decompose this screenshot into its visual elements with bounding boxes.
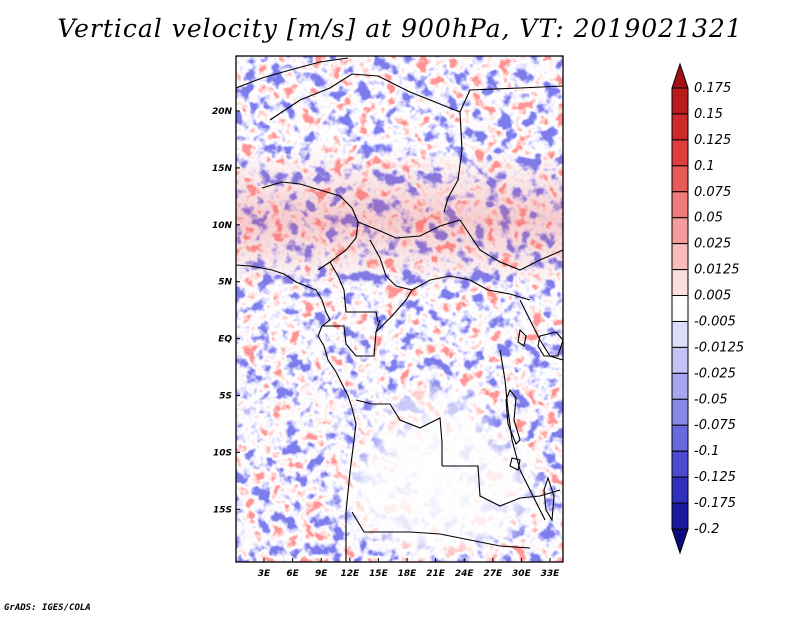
libya-chad-border: [236, 57, 349, 89]
colorbar-swatch: [671, 295, 689, 322]
nigeria-border: [261, 181, 359, 271]
longitude-label: 24E: [455, 569, 475, 579]
calm-region-center: [360, 380, 500, 460]
colorbar-swatch: [671, 269, 689, 297]
colorbar-swatch: [671, 476, 689, 504]
colorbar-swatch: [671, 320, 689, 348]
colorbar-label: 0.175: [694, 81, 731, 96]
longitude-label: 27E: [483, 569, 503, 579]
lake-victoria: [537, 331, 563, 357]
rift-border: [499, 349, 546, 521]
colorbar-swatch: [671, 502, 689, 530]
longitude-label: 12E: [340, 569, 360, 579]
colorbar-swatch: [671, 87, 689, 115]
colorbar-label: -0.175: [694, 496, 736, 511]
lake-albert: [517, 328, 527, 347]
map-axes: [235, 55, 564, 563]
latitude-labels: 20N 15N 10N 5N EQ 5S 10S 15S: [212, 107, 233, 515]
latitude-ticks: [236, 110, 240, 510]
grads-credit: GrADS: IGES/COLA: [4, 603, 91, 613]
chad-east-border: [377, 75, 463, 213]
colorbar-label: -0.075: [694, 418, 736, 433]
drc-west-border: [355, 399, 443, 466]
chart-title: Vertical velocity [m/s] at 900hPa, VT: 2…: [57, 14, 743, 43]
colorbar-label: -0.2: [694, 522, 719, 537]
colorbar-swatch: [671, 346, 689, 374]
colorbar-swatch: [671, 191, 689, 219]
colorbar-top-arrow: [671, 62, 689, 89]
colorbar-swatch: [671, 165, 689, 193]
colorbar-label: 0.0125: [694, 263, 740, 278]
coastline: [236, 264, 357, 562]
country-borders: [236, 57, 563, 562]
congo-border: [375, 289, 413, 333]
colorbar-label: 0.005: [694, 289, 731, 304]
latitude-label: 15N: [212, 164, 233, 174]
colorbar-label: -0.125: [694, 470, 736, 485]
niger-border: [269, 73, 379, 121]
colorbar-swatch: [671, 424, 689, 452]
longitude-label: 18E: [398, 569, 418, 579]
latitude-label: 20N: [212, 107, 233, 117]
longitude-label: 3E: [258, 569, 271, 579]
calm-region-south: [330, 415, 550, 562]
map-plot-area: 20N 15N 10N 5N EQ 5S 10S 15S 3E 6E 9E 12E 15E 18E 21E…: [212, 55, 564, 579]
longitude-labels: 3E 6E 9E 12E 15E 18E 21E 24E 27E 30E 33E: [258, 569, 560, 579]
colorbar-swatch: [671, 113, 689, 141]
colorbar-swatch: [671, 243, 689, 271]
longitude-label: 21E: [426, 569, 446, 579]
colorbar-label: -0.05: [694, 392, 728, 407]
colorbar-label: -0.025: [694, 366, 736, 381]
latitude-label: 5S: [219, 392, 232, 402]
longitude-ticks: [263, 558, 551, 562]
colorbar-label: 0.075: [694, 185, 731, 200]
colorbar-swatch: [671, 398, 689, 426]
colorbar-label: -0.0125: [694, 340, 744, 355]
latitude-label: 15S: [213, 505, 232, 515]
colorbar-swatch: [671, 217, 689, 245]
lake-mweru: [509, 457, 521, 471]
zambia-border: [351, 511, 531, 549]
colorbar-label: 0.15: [694, 107, 723, 122]
latitude-label: 10S: [213, 448, 232, 458]
uganda-border: [519, 299, 563, 361]
chad-south-border: [357, 219, 461, 239]
colorbar-label: 0.025: [694, 237, 731, 252]
south-sudan-border: [459, 219, 563, 271]
colorbar-bottom-arrow: [671, 528, 689, 555]
colorbar-label: 0.05: [694, 211, 723, 226]
latitude-label: 10N: [212, 221, 233, 231]
colorbar-swatch: [671, 372, 689, 400]
colorbar: 0.175 0.15 0.125 0.1 0.075 0.05 0.025 0.0125 0.0…: [671, 62, 744, 555]
longitude-label: 33E: [541, 569, 561, 579]
sudan-border: [459, 85, 563, 113]
colorbar-swatch: [671, 139, 689, 167]
lake-malawi: [543, 476, 555, 522]
longitude-label: 9E: [315, 569, 328, 579]
latitude-label: EQ: [218, 335, 232, 345]
longitude-label: 15E: [369, 569, 389, 579]
colorbar-label: -0.005: [694, 314, 736, 329]
colorbar-swatch: [671, 450, 689, 478]
warm-band-overlay: [236, 150, 563, 290]
colorbar-label: 0.125: [694, 133, 731, 148]
latitude-label: 5N: [218, 278, 232, 288]
colorbar-label: 0.1: [694, 159, 715, 174]
car-border: [369, 239, 531, 301]
lake-tanganyika: [505, 388, 521, 445]
colorbar-label: -0.1: [694, 444, 719, 459]
longitude-label: 30E: [512, 569, 532, 579]
cameroon-border: [329, 261, 379, 323]
longitude-label: 6E: [286, 569, 299, 579]
angola-border: [442, 465, 561, 507]
